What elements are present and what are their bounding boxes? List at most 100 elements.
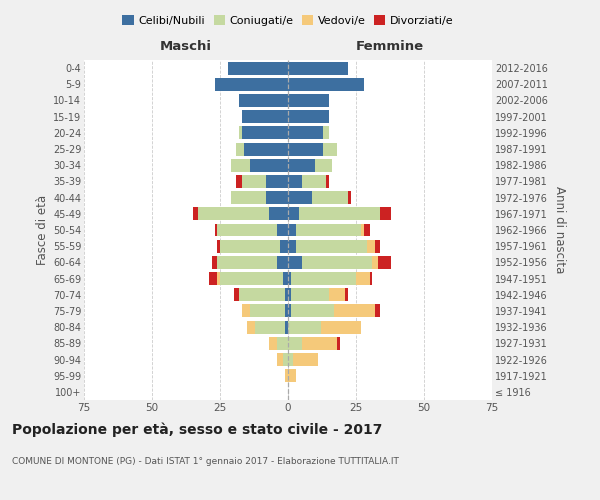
Bar bbox=[291, 288, 329, 301]
Bar bbox=[236, 175, 242, 188]
Bar bbox=[242, 175, 266, 188]
Bar bbox=[288, 337, 302, 350]
Bar bbox=[242, 304, 250, 318]
Text: COMUNE DI MONTONE (PG) - Dati ISTAT 1° gennaio 2017 - Elaborazione TUTTITALIA.IT: COMUNE DI MONTONE (PG) - Dati ISTAT 1° g… bbox=[12, 458, 399, 466]
Bar bbox=[193, 208, 198, 220]
Bar bbox=[288, 224, 296, 236]
Bar bbox=[288, 78, 364, 91]
Bar bbox=[291, 304, 334, 318]
Bar bbox=[326, 175, 329, 188]
Bar bbox=[244, 142, 288, 156]
Bar bbox=[337, 337, 340, 350]
Bar bbox=[228, 62, 288, 74]
Text: Femmine: Femmine bbox=[356, 40, 424, 53]
Bar bbox=[288, 142, 323, 156]
Bar bbox=[250, 159, 288, 172]
Bar bbox=[242, 126, 288, 140]
Bar bbox=[285, 369, 288, 382]
Bar bbox=[233, 288, 239, 301]
Bar bbox=[217, 240, 220, 252]
Bar bbox=[209, 272, 217, 285]
Bar bbox=[266, 175, 288, 188]
Bar bbox=[220, 240, 280, 252]
Bar bbox=[302, 337, 337, 350]
Bar bbox=[288, 94, 329, 107]
Bar bbox=[348, 191, 350, 204]
Bar bbox=[285, 288, 288, 301]
Bar bbox=[367, 240, 375, 252]
Text: Maschi: Maschi bbox=[160, 40, 212, 53]
Bar bbox=[288, 208, 299, 220]
Bar bbox=[373, 256, 378, 269]
Bar bbox=[334, 304, 375, 318]
Bar bbox=[239, 126, 242, 140]
Bar bbox=[239, 94, 288, 107]
Bar bbox=[220, 272, 283, 285]
Bar bbox=[288, 369, 296, 382]
Bar bbox=[239, 288, 285, 301]
Bar bbox=[293, 353, 318, 366]
Bar bbox=[345, 288, 348, 301]
Bar bbox=[217, 256, 277, 269]
Bar bbox=[356, 272, 370, 285]
Bar bbox=[380, 208, 391, 220]
Bar bbox=[375, 304, 380, 318]
Bar bbox=[313, 191, 348, 204]
Bar bbox=[277, 337, 288, 350]
Bar bbox=[280, 240, 288, 252]
Bar bbox=[215, 78, 288, 91]
Bar bbox=[247, 320, 256, 334]
Bar bbox=[288, 353, 293, 366]
Bar bbox=[370, 272, 373, 285]
Bar bbox=[215, 224, 217, 236]
Bar bbox=[231, 191, 266, 204]
Bar bbox=[277, 353, 283, 366]
Legend: Celibi/Nubili, Coniugati/e, Vedovi/e, Divorziati/e: Celibi/Nubili, Coniugati/e, Vedovi/e, Di… bbox=[118, 10, 458, 30]
Bar bbox=[285, 320, 288, 334]
Bar bbox=[198, 208, 269, 220]
Bar bbox=[323, 126, 329, 140]
Bar bbox=[323, 142, 337, 156]
Bar bbox=[364, 224, 370, 236]
Bar bbox=[266, 191, 288, 204]
Bar bbox=[302, 256, 373, 269]
Bar bbox=[269, 208, 288, 220]
Bar bbox=[288, 272, 291, 285]
Bar bbox=[283, 353, 288, 366]
Bar bbox=[283, 272, 288, 285]
Bar bbox=[288, 240, 296, 252]
Bar bbox=[288, 110, 329, 123]
Bar bbox=[288, 191, 313, 204]
Y-axis label: Anni di nascita: Anni di nascita bbox=[553, 186, 566, 274]
Bar bbox=[288, 256, 302, 269]
Bar bbox=[269, 337, 277, 350]
Bar bbox=[256, 320, 285, 334]
Bar bbox=[375, 240, 380, 252]
Bar bbox=[291, 272, 356, 285]
Bar bbox=[288, 62, 348, 74]
Bar bbox=[315, 159, 332, 172]
Bar bbox=[361, 224, 364, 236]
Bar bbox=[277, 256, 288, 269]
Bar bbox=[242, 110, 288, 123]
Bar bbox=[296, 224, 361, 236]
Bar bbox=[329, 288, 345, 301]
Bar bbox=[217, 272, 220, 285]
Bar bbox=[288, 126, 323, 140]
Bar bbox=[288, 159, 315, 172]
Y-axis label: Fasce di età: Fasce di età bbox=[35, 195, 49, 265]
Bar bbox=[217, 224, 277, 236]
Bar bbox=[299, 208, 380, 220]
Bar bbox=[288, 175, 302, 188]
Bar bbox=[250, 304, 285, 318]
Text: Popolazione per età, sesso e stato civile - 2017: Popolazione per età, sesso e stato civil… bbox=[12, 422, 382, 437]
Bar bbox=[288, 304, 291, 318]
Bar bbox=[212, 256, 217, 269]
Bar bbox=[288, 288, 291, 301]
Bar bbox=[277, 224, 288, 236]
Bar bbox=[231, 159, 250, 172]
Bar bbox=[236, 142, 244, 156]
Bar bbox=[288, 320, 320, 334]
Bar bbox=[302, 175, 326, 188]
Bar bbox=[378, 256, 391, 269]
